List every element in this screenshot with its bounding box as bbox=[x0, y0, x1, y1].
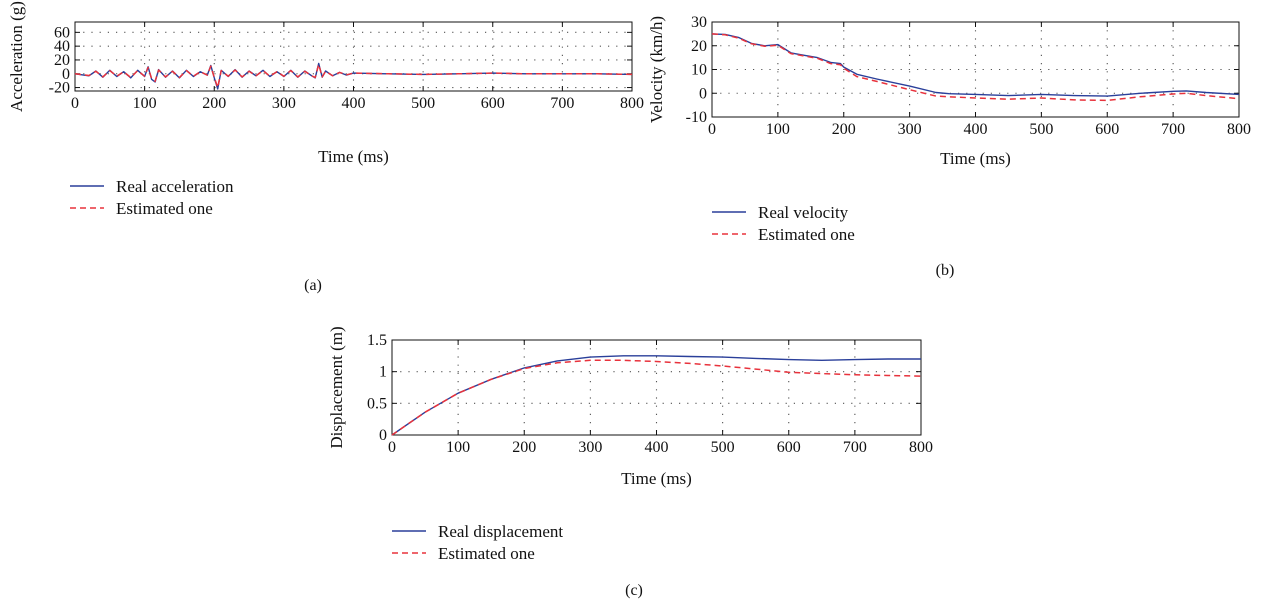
series-line-real bbox=[711, 33, 1240, 97]
panel-label: (b) bbox=[936, 262, 955, 279]
y-tick-label: 30 bbox=[691, 14, 707, 31]
x-axis-label: Time (ms) bbox=[318, 147, 389, 166]
plot-frame bbox=[74, 21, 633, 92]
x-tick-label: 100 bbox=[446, 439, 470, 456]
x-tick-label: 500 bbox=[411, 95, 435, 112]
legend: Real velocity Estimated one bbox=[712, 203, 855, 244]
x-tick-label: 200 bbox=[202, 95, 226, 112]
x-tick-label: 0 bbox=[708, 121, 716, 138]
x-tick-label: 700 bbox=[843, 439, 867, 456]
legend-label-real: Real velocity bbox=[758, 203, 849, 222]
x-tick-label: 200 bbox=[512, 439, 536, 456]
x-tick-label: 100 bbox=[766, 121, 790, 138]
y-tick-label: 1 bbox=[379, 364, 387, 381]
x-tick-label: 200 bbox=[832, 121, 856, 138]
y-tick-label: 20 bbox=[54, 52, 70, 69]
y-tick-label: 10 bbox=[691, 62, 707, 79]
y-tick-label: 0 bbox=[699, 85, 707, 102]
x-tick-label: 300 bbox=[898, 121, 922, 138]
x-tick-label: 800 bbox=[1227, 121, 1251, 138]
x-tick-label: 400 bbox=[645, 439, 669, 456]
legend-label-estimated: Estimated one bbox=[758, 225, 855, 244]
y-tick-label: 20 bbox=[691, 38, 707, 55]
x-tick-label: 500 bbox=[1029, 121, 1053, 138]
legend: Real displacement Estimated one bbox=[392, 522, 563, 563]
legend-label-real: Real displacement bbox=[438, 522, 563, 541]
acceleration-chart: 0 100 200 300 400 500 600 700 800-200204060Time … bbox=[7, 1, 644, 294]
legend-label-real: Real acceleration bbox=[116, 177, 234, 196]
x-tick-label: 800 bbox=[909, 439, 933, 456]
y-tick-label: -10 bbox=[686, 109, 707, 126]
grid bbox=[75, 22, 632, 91]
x-tick-label: 0 bbox=[71, 95, 79, 112]
legend-label-estimated: Estimated one bbox=[438, 544, 535, 563]
y-tick-label: 1.5 bbox=[367, 332, 387, 349]
x-tick-label: 300 bbox=[272, 95, 296, 112]
x-tick-label: 100 bbox=[133, 95, 157, 112]
x-tick-label: 700 bbox=[550, 95, 574, 112]
x-tick-label: 700 bbox=[1161, 121, 1185, 138]
y-axis-label: Velocity (km/h) bbox=[647, 16, 666, 123]
x-axis-label: Time (ms) bbox=[940, 149, 1011, 168]
x-tick-label: 400 bbox=[964, 121, 988, 138]
series-line-estimated bbox=[391, 359, 922, 436]
grid bbox=[712, 22, 1239, 117]
panel-label: (c) bbox=[625, 582, 643, 599]
legend: Real acceleration Estimated one bbox=[70, 177, 234, 218]
y-tick-label: 0 bbox=[62, 66, 70, 83]
series-line-estimated bbox=[74, 63, 633, 89]
x-tick-label: 300 bbox=[578, 439, 602, 456]
x-tick-label: 600 bbox=[777, 439, 801, 456]
series-line-real bbox=[74, 62, 633, 90]
x-tick-label: 800 bbox=[620, 95, 644, 112]
y-tick-label: 60 bbox=[54, 24, 70, 41]
y-tick-label: -20 bbox=[49, 80, 70, 97]
displacement-chart: 0 100 200 300 400 500 600 700 800 0 0.5 1 1.5 Time (m… bbox=[327, 326, 933, 599]
x-tick-label: 400 bbox=[342, 95, 366, 112]
x-tick-label: 600 bbox=[481, 95, 505, 112]
x-axis-label: Time (ms) bbox=[621, 469, 692, 488]
legend-label-estimated: Estimated one bbox=[116, 199, 213, 218]
y-tick-label: 0 bbox=[379, 427, 387, 444]
y-tick-label: 40 bbox=[54, 38, 70, 55]
y-axis-label: Displacement (m) bbox=[327, 326, 346, 448]
x-tick-label: 600 bbox=[1095, 121, 1119, 138]
x-tick-label: 500 bbox=[711, 439, 735, 456]
series-line-estimated bbox=[711, 33, 1240, 102]
x-tick-label: 0 bbox=[388, 439, 396, 456]
velocity-chart: 0 100 200 300 400 500 600 700 800-100102030Time … bbox=[647, 14, 1251, 279]
y-tick-label: 0.5 bbox=[367, 395, 387, 412]
y-axis-label: Acceleration (g) bbox=[7, 1, 26, 112]
panel-label: (a) bbox=[304, 277, 322, 294]
